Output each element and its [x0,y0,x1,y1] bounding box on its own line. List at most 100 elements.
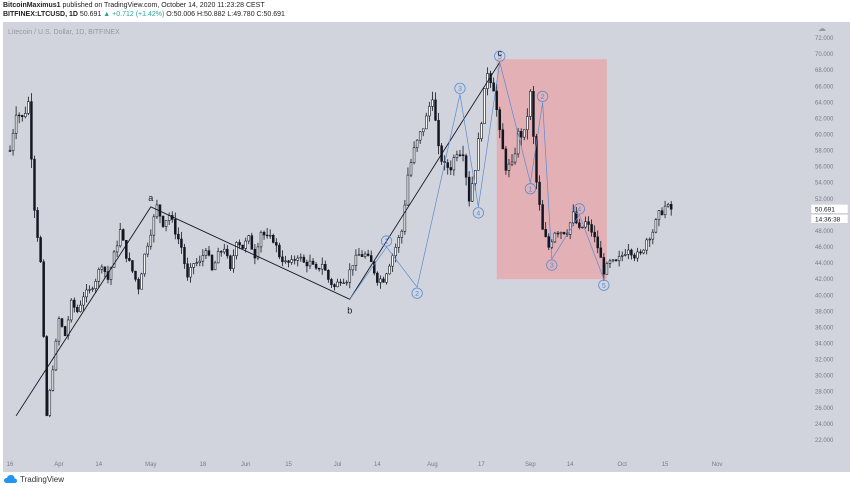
candle-up [198,260,202,263]
candle-down [593,231,596,238]
y-tick-label: 36.000 [815,325,834,331]
y-tick-label: 44.000 [815,261,834,267]
candle-up [115,245,119,253]
candle-down [547,236,550,248]
candle-up [27,101,30,114]
candle-up [109,267,113,280]
candle-up [483,88,486,125]
candle-down [562,232,566,235]
candle-down [262,231,266,236]
candle-up [642,249,645,254]
wave-down-label-5-circle [598,279,610,291]
candle-up [516,131,520,155]
candle-up [636,251,639,259]
candle-up [397,237,401,248]
candle-down [458,154,462,156]
candle-up [379,278,382,283]
candle-up [88,289,91,291]
candle-up [14,114,18,134]
candle-down [226,248,229,257]
y-tick-label: 40.000 [815,293,834,299]
candle-down [556,232,560,235]
candle-up [85,289,88,298]
candle-down [333,284,336,288]
candle-up [507,163,511,171]
candle-down [275,242,278,246]
candle-up [348,269,352,283]
candle-down [311,260,315,265]
author-name[interactable]: BitcoinMaximus1 [3,2,61,9]
tradingview-logo[interactable]: TradingView [4,475,64,484]
candle-up [57,318,61,342]
candle-up [167,215,171,221]
candle-down [492,82,495,92]
y-tick-label: 24.000 [815,422,834,428]
candle-down [8,150,12,152]
candle-down [180,238,183,248]
impulse-wave-up-line [349,62,501,300]
candle-up [526,116,529,131]
wave-down-label-2-circle [537,90,549,102]
chart-header: BitcoinMaximus1 published on TradingView… [0,0,850,22]
y-tick-label: 32.000 [815,358,834,364]
candle-up [296,257,299,261]
last-price-label: 50.691 [815,206,835,213]
y-tick-label: 46.000 [815,245,834,251]
candle-down [293,259,296,261]
candle-up [143,253,146,275]
candle-down [590,224,593,233]
y-tick-label: 48.000 [815,229,834,235]
candlestick-chart[interactable]: Litecoin / U.S. Dollar, 1D, BITFINEX1234… [0,22,850,472]
chart-footer: TradingView [0,472,850,489]
candle-down [63,326,67,337]
candle-up [654,219,658,233]
candle-up [627,249,630,255]
candle-down [272,234,275,243]
candle-down [30,101,33,160]
x-tick-label: 14 [567,462,574,468]
candle-down [324,264,327,271]
candle-down [327,269,330,280]
candle-down [535,136,538,183]
candle-up [82,296,85,306]
candle-up [204,250,208,256]
candle-down [302,256,306,263]
x-tick-label: 14 [95,462,102,468]
plot-area [3,22,810,456]
x-tick-label: 15 [662,462,669,468]
wave-down-label-4: 4 [577,206,581,213]
candle-up [415,139,419,149]
candle-up [559,232,563,235]
candle-down [250,235,254,250]
candle-down [207,250,211,256]
candle-down [449,167,453,171]
candle-down [373,261,376,274]
wave-up-label-2: 2 [415,291,419,298]
candle-up [308,260,312,267]
x-tick-label: 18 [200,462,207,468]
publish-line: BitcoinMaximus1 published on TradingView… [3,2,265,9]
cloud-alert-icon: ☁ [818,24,826,33]
candle-down [660,210,664,216]
candle-up [406,174,410,206]
candle-down [137,278,140,290]
candle-down [125,240,128,259]
x-tick-label: 16 [7,462,14,468]
x-tick-label: Apr [54,462,63,468]
candle-up [268,234,272,237]
candle-up [146,245,149,255]
candle-up [425,115,428,130]
candle-down [360,254,364,257]
candle-up [510,161,514,165]
y-tick-label: 30.000 [815,374,834,380]
candle-down [630,249,633,256]
candle-up [284,260,287,263]
wave-down-label-5: 5 [602,283,606,290]
candle-up [216,251,220,264]
candle-up [342,282,345,284]
candle-up [201,255,205,262]
candle-up [452,157,456,171]
candle-up [513,153,517,163]
wave-down-label-1-circle [524,183,536,195]
